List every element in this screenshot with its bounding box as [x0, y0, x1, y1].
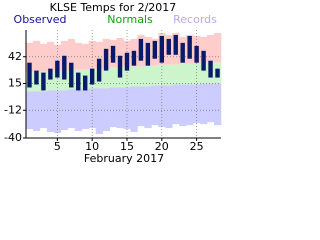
normal-band — [165, 64, 173, 86]
chart: KLSE Temps for 2/2017 February 2017 Obse… — [4, 1, 222, 165]
observed-bar — [110, 45, 116, 63]
observed-bar — [27, 62, 32, 88]
observed-bar — [117, 55, 123, 78]
observed-bar — [69, 62, 74, 88]
record-low-band — [32, 91, 41, 132]
normal-band — [186, 63, 194, 85]
record-high-band — [74, 42, 83, 70]
x-tick-label: 10 — [85, 140, 99, 153]
observed-bar — [138, 38, 144, 61]
record-low-band — [102, 88, 110, 132]
record-low-band — [158, 85, 166, 128]
normal-band — [179, 63, 187, 85]
y-tick-label: 42 — [8, 50, 22, 63]
observed-bar — [96, 58, 102, 82]
observed-bar — [145, 42, 151, 66]
record-low-band — [95, 88, 103, 135]
observed-bar — [82, 75, 88, 91]
observed-bar — [34, 70, 39, 85]
legend-entry: Normals — [107, 13, 153, 26]
observed-bar — [201, 50, 206, 71]
normal-band — [200, 62, 208, 84]
record-high-band — [39, 43, 48, 72]
record-low-band — [67, 89, 76, 129]
record-high-band — [200, 36, 208, 63]
observed-bar — [152, 40, 158, 59]
observed-bar — [131, 50, 137, 66]
x-tick-label: 5 — [54, 140, 61, 153]
normal-band — [172, 64, 180, 85]
record-low-band — [144, 86, 152, 129]
observed-bar — [48, 68, 53, 80]
record-low-band — [200, 83, 208, 125]
normal-band — [53, 70, 62, 91]
legend-entry: Records — [173, 13, 217, 26]
x-axis-label: February 2017 — [84, 152, 164, 165]
observed-bar — [180, 42, 185, 63]
record-low-band — [109, 87, 117, 128]
record-high-band — [81, 43, 89, 70]
record-high-band — [95, 41, 103, 69]
record-low-band — [74, 89, 83, 132]
normal-band — [60, 70, 69, 91]
record-high-band — [26, 42, 34, 73]
record-high-band — [32, 40, 41, 73]
record-low-band — [179, 84, 187, 127]
record-high-band — [116, 37, 124, 68]
observed-bar — [55, 60, 60, 78]
normal-band — [102, 68, 110, 89]
x-tick-label: 20 — [155, 140, 169, 153]
record-low-band — [151, 85, 159, 126]
normal-band — [46, 71, 55, 91]
record-low-band — [46, 90, 55, 133]
observed-bar — [194, 45, 199, 63]
observed-bar — [103, 48, 109, 71]
record-low-band — [214, 83, 222, 126]
record-high-band — [207, 34, 215, 63]
normal-band — [193, 63, 201, 85]
legend-entry: Observed — [14, 13, 67, 26]
observed-bar — [166, 38, 171, 55]
normal-band — [137, 66, 145, 87]
record-low-band — [207, 83, 215, 123]
record-low-band — [130, 86, 138, 133]
record-low-band — [39, 91, 48, 129]
normal-band — [151, 65, 159, 86]
record-low-band — [137, 86, 145, 127]
normal-band — [123, 66, 131, 88]
normal-band — [130, 66, 138, 87]
record-low-band — [193, 84, 201, 124]
observed-bar — [76, 72, 81, 91]
x-tick-label: 25 — [190, 140, 204, 153]
record-low-band — [165, 85, 173, 129]
observed-bar — [41, 72, 46, 91]
observed-bar — [208, 60, 213, 78]
observed-bar — [159, 35, 165, 63]
record-low-band — [116, 87, 124, 129]
observed-bar — [215, 68, 220, 78]
observed-bar — [124, 52, 130, 71]
record-high-band — [67, 38, 76, 71]
record-low-band — [186, 84, 194, 126]
chart-title: KLSE Temps for 2/2017 — [50, 1, 177, 14]
observed-bar — [62, 55, 67, 80]
normal-band — [109, 67, 117, 88]
record-low-band — [172, 84, 180, 125]
y-tick-label: -40 — [4, 131, 22, 144]
y-tick-label: -12 — [4, 103, 22, 116]
record-high-band — [214, 32, 222, 63]
record-low-band — [81, 89, 89, 130]
normal-band — [144, 65, 152, 87]
observed-bar — [187, 35, 192, 59]
observed-bar — [173, 34, 178, 55]
x-tick-label: 15 — [120, 140, 134, 153]
record-low-band — [60, 90, 69, 131]
y-tick-label: 15 — [8, 77, 22, 90]
observed-bar — [89, 68, 95, 85]
